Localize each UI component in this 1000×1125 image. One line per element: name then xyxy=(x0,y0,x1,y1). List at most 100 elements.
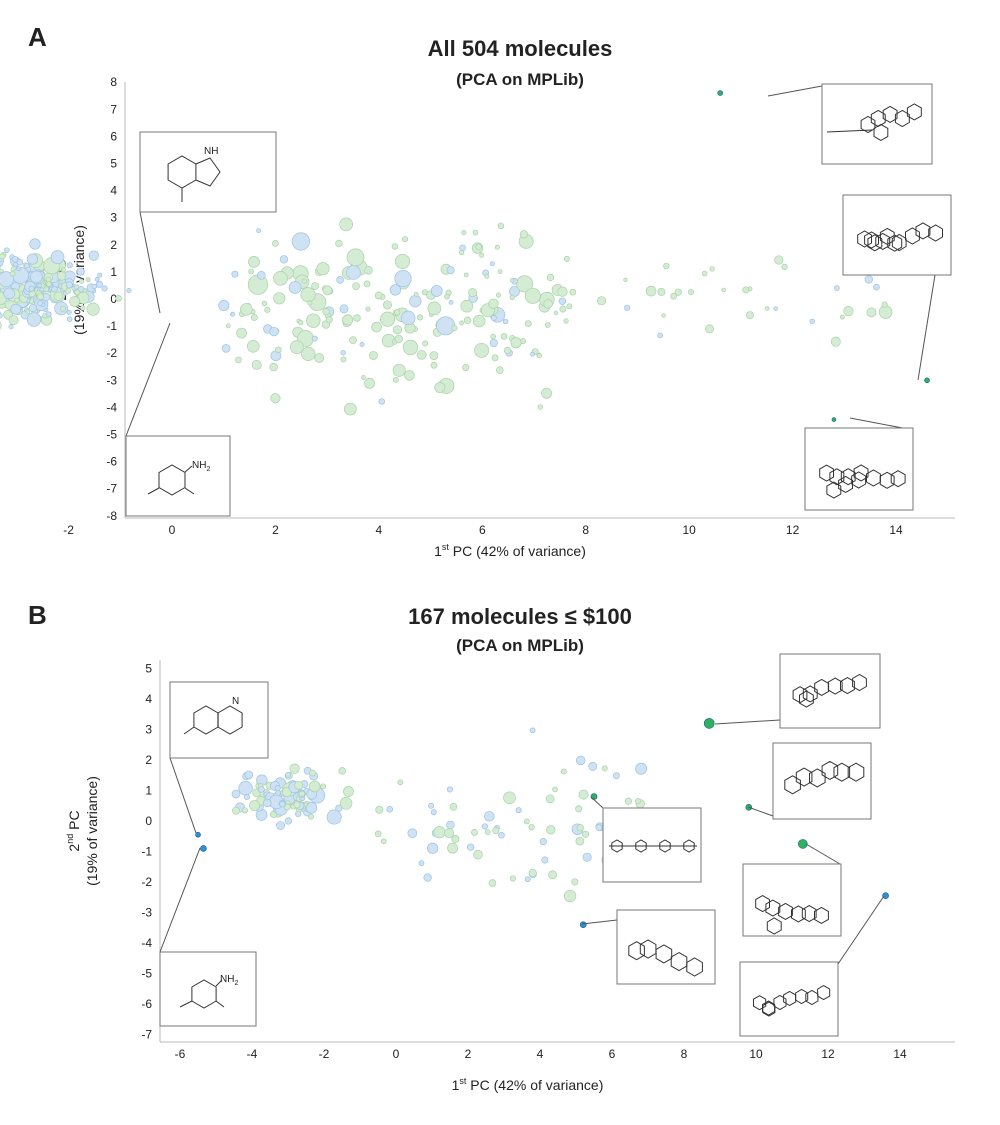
data-point xyxy=(529,727,536,734)
data-point xyxy=(434,382,446,394)
data-point xyxy=(256,271,266,280)
data-point xyxy=(830,336,841,347)
data-point xyxy=(374,830,382,838)
data-point xyxy=(552,786,558,793)
y-tick-label: 8 xyxy=(110,75,117,89)
x-tick-label: 0 xyxy=(393,1047,400,1061)
x-tick-label: -2 xyxy=(63,523,74,537)
ring-bond xyxy=(894,109,910,128)
inset-bile-acid xyxy=(581,909,716,985)
x-tick-label: -4 xyxy=(247,1047,258,1061)
y-tick-label: -4 xyxy=(106,400,117,414)
data-point xyxy=(595,823,603,832)
data-point xyxy=(248,268,254,275)
data-point xyxy=(528,868,537,878)
data-point xyxy=(263,798,272,808)
ring-bond xyxy=(817,985,831,1001)
data-point xyxy=(65,281,73,289)
data-point xyxy=(346,265,361,280)
inset-linear-chain xyxy=(590,796,702,883)
y-tick-label: -3 xyxy=(106,373,117,387)
inset-polycycle-1 xyxy=(742,843,842,937)
data-point xyxy=(688,289,695,296)
ring-bond xyxy=(799,690,814,708)
data-point xyxy=(340,356,347,363)
data-point xyxy=(308,813,314,820)
data-point xyxy=(530,351,535,357)
data-point xyxy=(489,261,495,267)
data-point xyxy=(416,314,424,321)
ring-bond xyxy=(833,762,851,782)
y-tick-label: 1 xyxy=(110,265,117,279)
atom-label: NH2 xyxy=(220,974,238,987)
data-point xyxy=(500,333,508,340)
data-point xyxy=(624,797,632,805)
data-point xyxy=(558,297,567,305)
y-tick-label: -5 xyxy=(106,428,117,442)
x-tick-label: 12 xyxy=(821,1047,835,1061)
data-point xyxy=(436,316,456,336)
y-tick-label: 0 xyxy=(145,814,152,828)
data-point xyxy=(588,761,598,771)
y-tick-label: 1 xyxy=(145,784,152,798)
data-point xyxy=(416,350,427,360)
data-point xyxy=(430,285,443,297)
data-point xyxy=(528,824,535,831)
data-point xyxy=(473,849,483,860)
data-point xyxy=(488,879,497,887)
x-tick-label: 8 xyxy=(582,523,589,537)
data-point xyxy=(336,276,344,284)
data-point xyxy=(571,878,579,886)
ring-bond xyxy=(852,673,867,692)
data-point xyxy=(597,296,607,306)
data-point xyxy=(503,346,512,355)
ring-bond xyxy=(887,234,903,252)
leader-line xyxy=(714,719,781,725)
panel-letter: A xyxy=(28,22,47,52)
data-point xyxy=(264,306,271,313)
data-point xyxy=(66,316,73,322)
data-point xyxy=(705,324,715,334)
data-point xyxy=(458,249,465,256)
data-point xyxy=(569,288,577,296)
inset-aniline-b: NH2 xyxy=(159,847,257,1027)
y-tick-label: -3 xyxy=(141,906,152,920)
data-point xyxy=(307,300,313,306)
inset-macrolide xyxy=(747,742,872,820)
ring-bond xyxy=(801,905,817,923)
data-point xyxy=(343,402,357,416)
data-point xyxy=(515,807,522,814)
y-axis-label: 2nd PC xyxy=(65,810,82,851)
data-point xyxy=(343,786,354,797)
data-point xyxy=(60,267,66,273)
data-point xyxy=(247,340,260,353)
highlighted-point xyxy=(797,839,808,849)
data-point xyxy=(423,873,432,882)
data-point xyxy=(427,842,439,854)
data-point xyxy=(322,285,333,296)
highlighted-point xyxy=(590,793,598,800)
data-point xyxy=(274,785,281,792)
data-point xyxy=(394,253,411,269)
data-point xyxy=(394,270,412,288)
data-point xyxy=(764,306,770,311)
data-point xyxy=(497,269,503,274)
data-point xyxy=(563,889,577,903)
data-point xyxy=(559,305,567,313)
data-point xyxy=(496,366,504,374)
data-point xyxy=(378,398,386,405)
ring-bond xyxy=(655,944,673,964)
data-point xyxy=(363,280,371,288)
data-point xyxy=(339,304,349,314)
data-point xyxy=(670,292,677,300)
chart-subtitle: (PCA on MPLib) xyxy=(456,636,584,655)
data-point xyxy=(519,230,529,239)
inset-frame xyxy=(804,427,914,511)
data-point xyxy=(546,273,555,282)
data-point xyxy=(65,287,72,294)
data-point xyxy=(881,301,888,308)
data-point xyxy=(244,770,254,780)
data-point xyxy=(492,826,500,835)
y-tick-label: -7 xyxy=(106,482,117,496)
ring-bond xyxy=(826,481,842,499)
